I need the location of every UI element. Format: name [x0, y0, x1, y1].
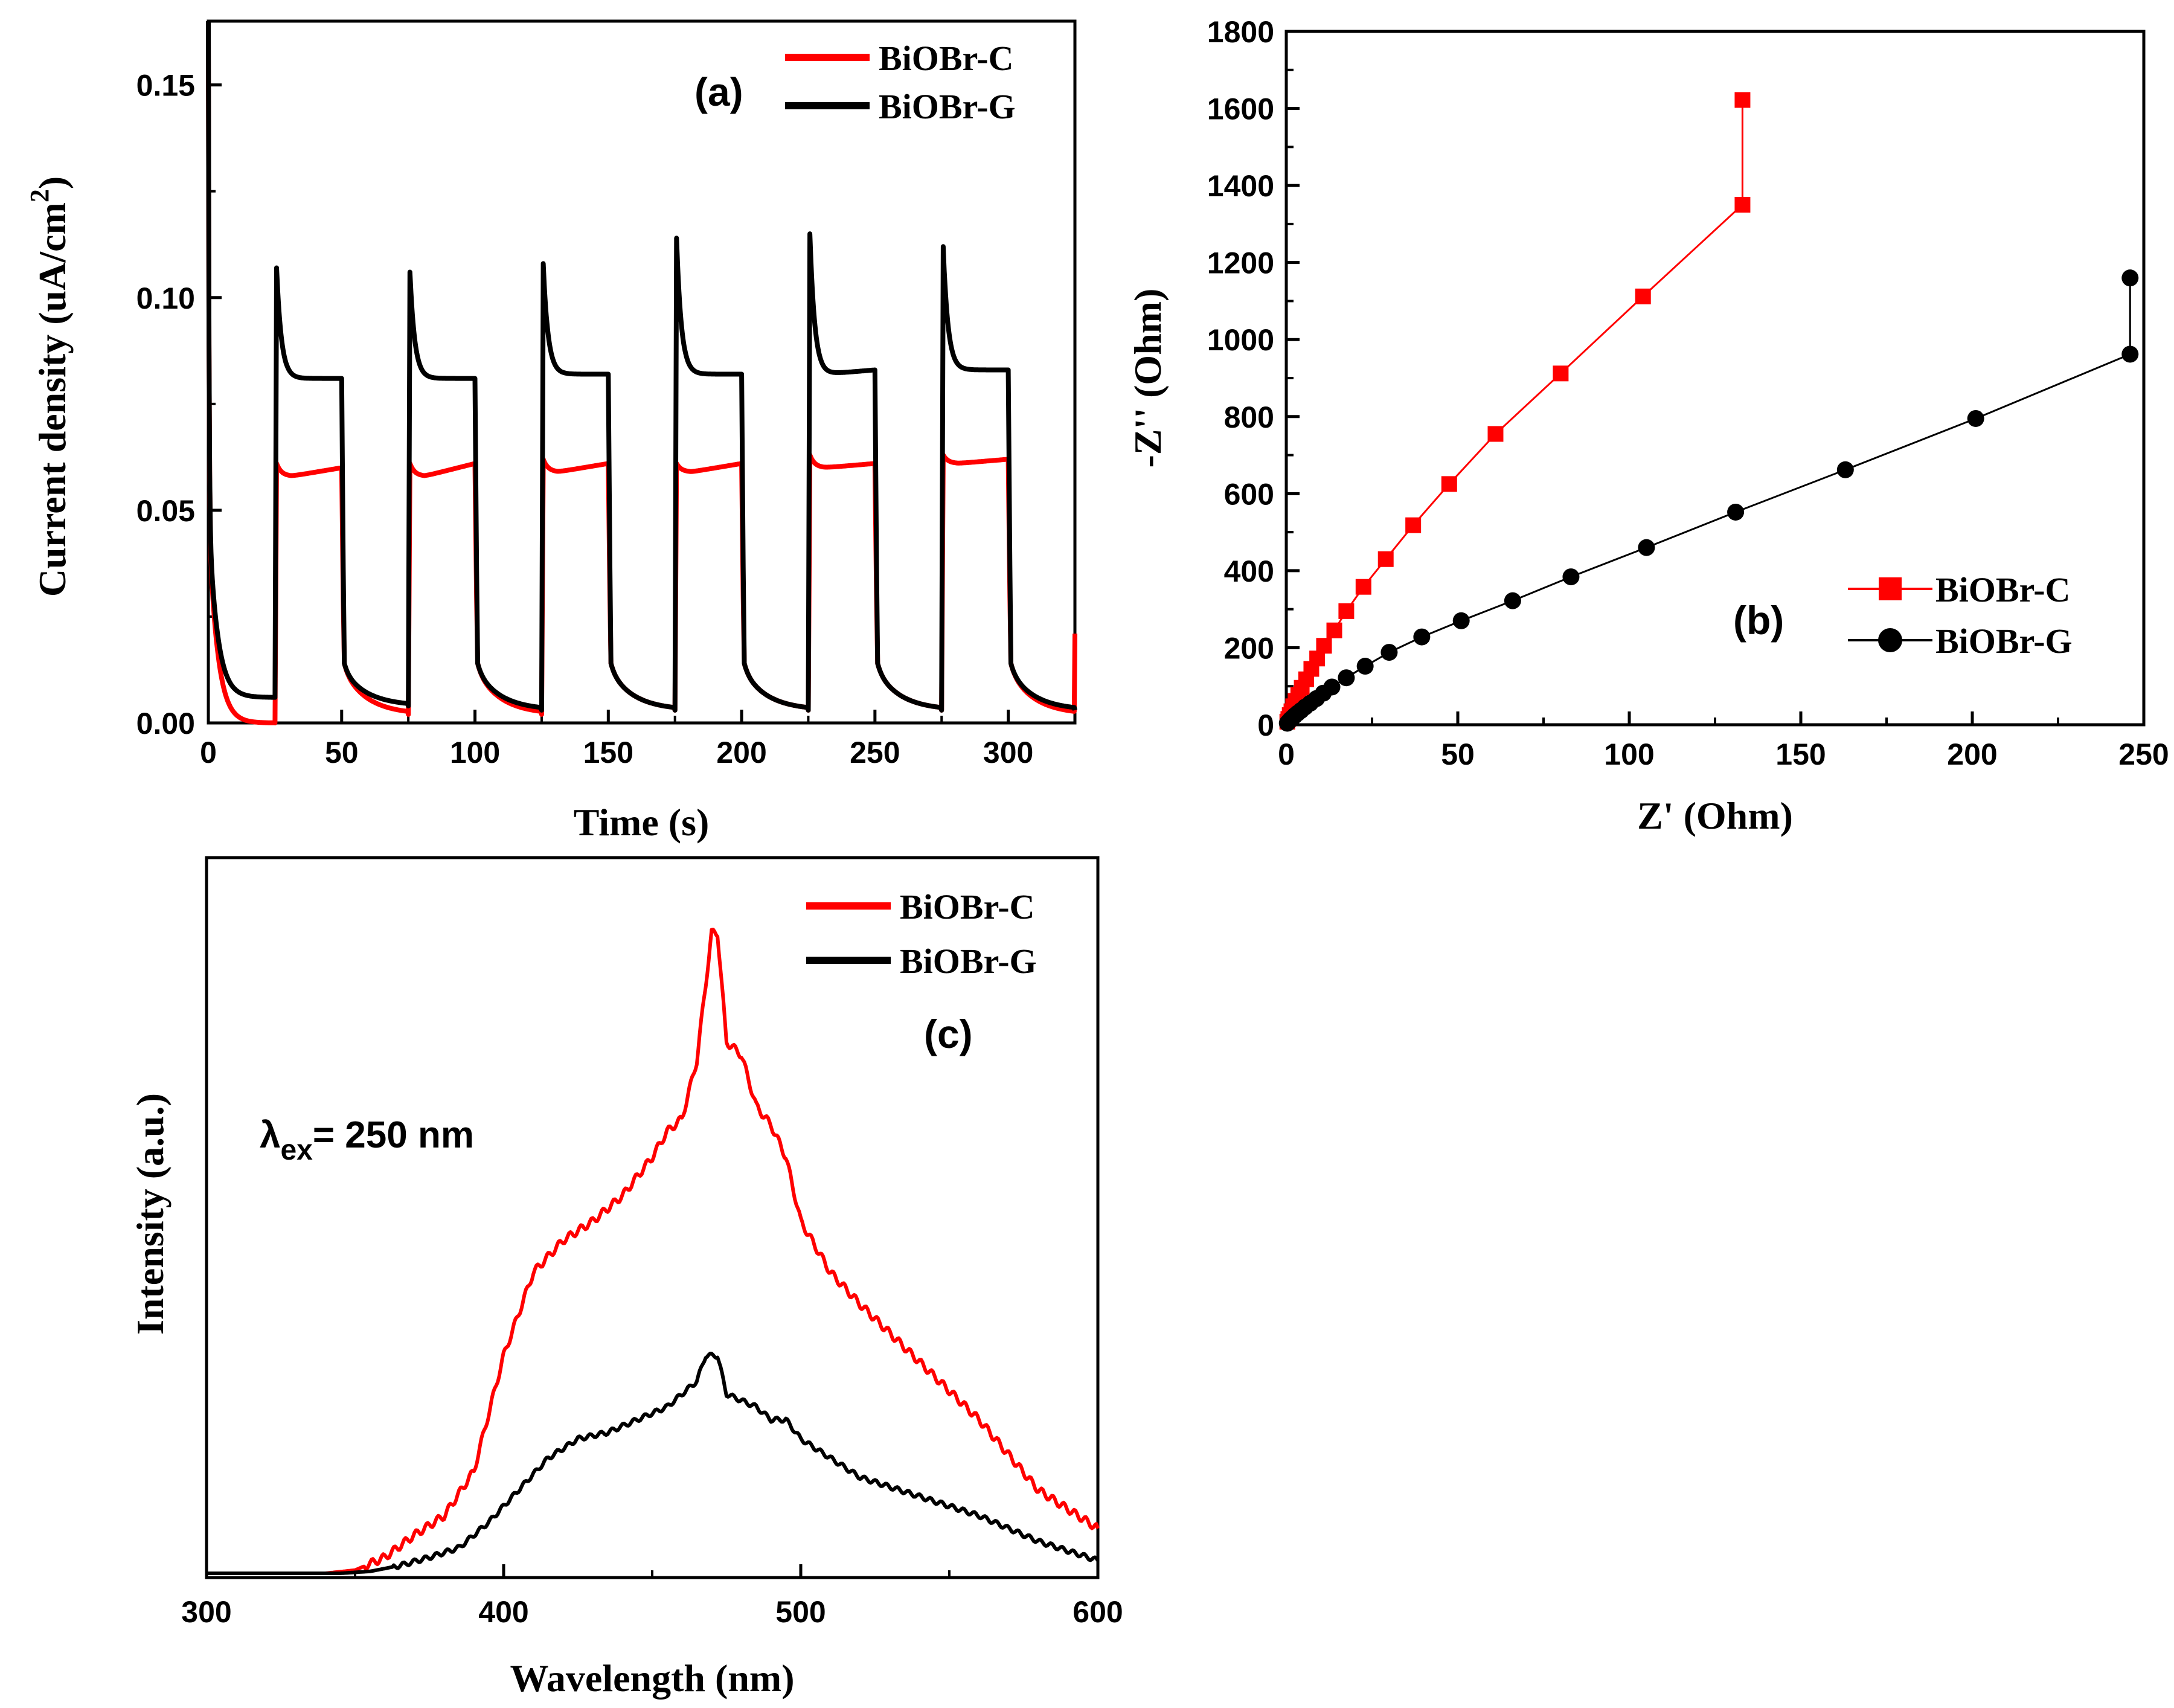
panel-b-xlabel: Z' (Ohm) [1637, 794, 1793, 837]
legend-b-marker-g [1878, 628, 1902, 652]
b-point-biobr-g [1338, 669, 1355, 687]
b-ytick-label: 600 [1224, 477, 1274, 511]
b-point-biobr-g [2121, 345, 2139, 363]
b-xtick-label: 200 [1947, 737, 1997, 771]
b-point-biobr-c [1441, 476, 1457, 492]
legend-a-label-c: BiOBr-C [879, 39, 1013, 78]
b-point-biobr-g [1323, 678, 1341, 696]
b-ytick-label: 1600 [1207, 92, 1274, 126]
b-xtick-label: 150 [1775, 737, 1826, 771]
a-xtick-label: 0 [200, 736, 217, 769]
panel-c-chart: 300 400 500 600 BiOBr-C BiOBr-G (c) λex= 25… [129, 856, 1123, 1700]
b-ytick-label: 200 [1224, 631, 1274, 665]
b-point-biobr-g [1562, 568, 1580, 586]
b-point-biobr-c [1487, 426, 1504, 442]
b-point-biobr-c [1355, 579, 1371, 595]
b-xtick-label: 100 [1604, 737, 1654, 771]
c-xtick-label: 400 [478, 1595, 528, 1629]
b-xtick-label: 50 [1441, 737, 1475, 771]
b-point-biobr-g [1504, 592, 1521, 609]
legend-c-label-c: BiOBr-C [900, 887, 1034, 926]
b-point-biobr-g [1967, 409, 1984, 427]
c-series-biobr-c [206, 928, 1100, 1575]
a-ytick-label: 0.15 [136, 69, 195, 103]
b-ytick-label: 1200 [1207, 246, 1274, 280]
b-point-biobr-g [1413, 628, 1431, 646]
b-point-biobr-c [1316, 638, 1332, 654]
c-xtick-label: 500 [775, 1595, 826, 1629]
c-series-biobr-g [206, 1352, 1100, 1575]
b-point-biobr-g [1452, 612, 1470, 629]
c-xtick-label: 600 [1073, 1595, 1123, 1629]
a-xtick-label: 250 [850, 736, 900, 769]
b-xtick-label: 0 [1278, 737, 1295, 771]
b-point-biobr-g [2121, 269, 2139, 287]
legend-a-label-g: BiOBr-G [879, 87, 1016, 126]
panel-c-ylabel: Intensity (a.u.) [129, 1093, 172, 1335]
b-ytick-label: 0 [1257, 708, 1274, 742]
excitation-annotation: λex= 250 nm [260, 1114, 474, 1166]
a-series-biobr-g [206, 21, 1077, 713]
a-xtick-label: 300 [983, 736, 1033, 769]
a-ytick-label: 0.10 [136, 281, 195, 315]
b-ytick-label: 400 [1224, 554, 1274, 588]
b-point-biobr-c [1734, 197, 1751, 213]
b-point-biobr-g [1356, 658, 1374, 675]
legend-b-label-c: BiOBr-C [1935, 570, 2070, 609]
panel-c-label: (c) [924, 1012, 973, 1056]
panel-b-ylabel: -Z'' (Ohm) [1126, 289, 1169, 468]
a-ytick-label: 0.00 [136, 707, 195, 740]
legend-b-marker-c [1879, 577, 1902, 600]
panel-b-chart: 0 50 100 150 200 250 0 200 400 600 800 1000 1200 1400… [1126, 15, 2169, 837]
a-xtick-label: 200 [716, 736, 766, 769]
panel-c-xlabel: Wavelength (nm) [510, 1657, 794, 1700]
b-point-biobr-c [1405, 517, 1422, 533]
panel-a-chart: 0 50 100 150 200 250 300 0.00 0.05 0.10 0.15 (a) B… [25, 19, 1077, 844]
legend-c-label-g: BiOBr-G [900, 942, 1037, 981]
panel-a-ylabel: Current density (uA/cm2) [25, 176, 74, 597]
b-point-biobr-c [1734, 92, 1751, 108]
panel-a-xlabel: Time (s) [574, 801, 710, 844]
b-ytick-label: 1800 [1207, 15, 1274, 49]
panel-a-label: (a) [694, 69, 743, 114]
a-xtick-label: 150 [583, 736, 633, 769]
panel-b-frame [1284, 30, 2146, 727]
b-point-biobr-c [1635, 288, 1651, 304]
b-point-biobr-g [1836, 461, 1854, 478]
b-ytick-label: 1000 [1207, 323, 1274, 357]
b-point-biobr-g [1727, 503, 1745, 521]
b-point-biobr-c [1326, 622, 1342, 638]
a-ytick-label: 0.05 [136, 494, 195, 528]
b-xtick-label: 250 [2118, 737, 2169, 771]
b-point-biobr-g [1638, 539, 1655, 556]
b-point-biobr-c [1553, 365, 1569, 382]
a-xtick-label: 100 [450, 736, 500, 769]
b-series-line-biobr-c [1286, 100, 1743, 722]
b-point-biobr-g [1380, 644, 1398, 661]
legend-b-label-g: BiOBr-G [1935, 621, 2073, 661]
b-point-biobr-c [1338, 603, 1355, 619]
panel-b-label: (b) [1733, 598, 1784, 643]
a-xtick-label: 50 [325, 736, 359, 769]
b-point-biobr-c [1377, 551, 1394, 567]
c-xtick-label: 300 [181, 1595, 231, 1629]
b-ytick-label: 800 [1224, 400, 1274, 434]
b-ytick-label: 1400 [1207, 169, 1274, 203]
